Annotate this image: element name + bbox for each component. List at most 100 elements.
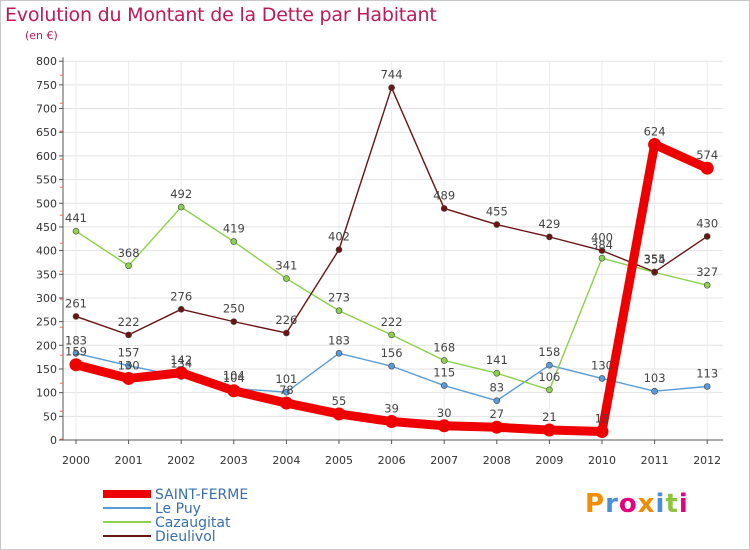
data-label-dieulivol: 430 bbox=[696, 216, 718, 230]
data-label-le-puy: 183 bbox=[65, 333, 87, 347]
x-tick-label: 2002 bbox=[167, 454, 195, 467]
data-point-saint-ferme bbox=[279, 396, 293, 410]
data-label-dieulivol: 261 bbox=[65, 296, 87, 310]
data-label-cazaugitat: 384 bbox=[591, 238, 613, 252]
data-point-dieulivol bbox=[598, 247, 606, 254]
data-point-cazaugitat bbox=[546, 386, 553, 394]
data-label-cazaugitat: 419 bbox=[223, 222, 245, 236]
data-label-dieulivol: 355 bbox=[644, 252, 666, 266]
y-tick-label: 200 bbox=[36, 339, 57, 352]
x-tick-label: 2011 bbox=[641, 454, 669, 467]
data-label-saint-ferme: 159 bbox=[65, 345, 87, 359]
data-point-le-puy bbox=[125, 362, 132, 369]
data-label-dieulivol: 226 bbox=[275, 313, 297, 327]
legend-label: Cazaugitat bbox=[155, 515, 231, 531]
data-label-cazaugitat: 327 bbox=[696, 265, 718, 279]
data-label-dieulivol: 744 bbox=[381, 68, 403, 82]
data-point-le-puy bbox=[283, 388, 290, 396]
data-point-le-puy bbox=[388, 362, 395, 370]
chart-title: Evolution du Montant de la Dette par Hab… bbox=[5, 4, 437, 26]
data-point-dieulivol bbox=[72, 313, 80, 320]
data-point-saint-ferme bbox=[122, 371, 136, 385]
data-point-cazaugitat bbox=[283, 275, 290, 282]
y-tick-label: 0 bbox=[50, 434, 57, 447]
data-label-le-puy: 83 bbox=[489, 381, 504, 395]
data-label-cazaugitat: 273 bbox=[328, 291, 350, 305]
y-tick-label: 350 bbox=[36, 268, 57, 281]
data-point-dieulivol bbox=[440, 205, 448, 212]
data-label-dieulivol: 400 bbox=[591, 231, 613, 245]
data-label-le-puy: 156 bbox=[381, 346, 403, 360]
y-tick-label: 300 bbox=[36, 292, 57, 305]
data-label-saint-ferme: 55 bbox=[332, 394, 347, 408]
y-tick-label: 400 bbox=[36, 245, 57, 258]
data-point-cazaugitat bbox=[703, 281, 711, 289]
x-tick-label: 2008 bbox=[483, 454, 511, 467]
x-tick-label: 2004 bbox=[272, 454, 300, 467]
data-point-saint-ferme bbox=[437, 419, 451, 433]
data-label-le-puy: 103 bbox=[644, 371, 666, 385]
legend-label: Dieulivol bbox=[155, 529, 216, 545]
data-point-cazaugitat bbox=[72, 227, 80, 235]
y-tick-label: 600 bbox=[36, 150, 57, 163]
data-label-le-puy: 113 bbox=[696, 366, 718, 380]
data-point-le-puy bbox=[440, 382, 448, 389]
data-point-dieulivol bbox=[335, 246, 343, 253]
x-tick-label: 2000 bbox=[62, 454, 90, 467]
data-label-saint-ferme: 30 bbox=[437, 406, 452, 420]
data-point-dieulivol bbox=[230, 318, 238, 325]
data-label-saint-ferme: 142 bbox=[170, 353, 192, 367]
data-point-dieulivol bbox=[703, 233, 711, 240]
x-tick-label: 2010 bbox=[588, 454, 616, 467]
logo-letter: t bbox=[665, 489, 679, 519]
data-label-saint-ferme: 574 bbox=[696, 148, 718, 162]
data-point-le-puy bbox=[598, 375, 606, 382]
data-point-saint-ferme bbox=[385, 415, 399, 429]
data-label-le-puy: 104 bbox=[223, 368, 245, 382]
data-label-cazaugitat: 341 bbox=[275, 259, 297, 273]
data-label-cazaugitat: 222 bbox=[381, 315, 403, 329]
data-label-cazaugitat: 441 bbox=[65, 211, 87, 225]
y-tick-label: 450 bbox=[36, 221, 57, 234]
data-label-le-puy: 157 bbox=[118, 346, 140, 360]
data-label-saint-ferme: 21 bbox=[542, 410, 557, 424]
data-label-dieulivol: 489 bbox=[433, 188, 455, 202]
data-point-saint-ferme bbox=[700, 161, 714, 175]
chart-subtitle: (en €) bbox=[25, 29, 58, 42]
data-point-dieulivol bbox=[651, 268, 658, 276]
data-point-le-puy bbox=[335, 350, 343, 357]
data-label-le-puy: 130 bbox=[591, 358, 613, 372]
logo-letter: r bbox=[605, 489, 619, 519]
y-tick-label: 550 bbox=[36, 174, 57, 187]
data-point-cazaugitat bbox=[388, 331, 395, 339]
legend-label: SAINT-FERME bbox=[155, 487, 248, 503]
data-point-saint-ferme bbox=[332, 407, 346, 421]
y-tick-label: 800 bbox=[36, 55, 57, 68]
data-point-le-puy bbox=[72, 350, 80, 357]
data-point-dieulivol bbox=[546, 233, 553, 241]
data-label-le-puy: 134 bbox=[170, 357, 192, 371]
logo-letter: P bbox=[585, 489, 606, 519]
x-tick-label: 2005 bbox=[325, 454, 353, 467]
y-tick-label: 250 bbox=[36, 316, 57, 329]
data-label-saint-ferme: 27 bbox=[489, 407, 504, 421]
x-tick-label: 2006 bbox=[378, 454, 406, 467]
x-tick-label: 2009 bbox=[535, 454, 563, 467]
data-label-cazaugitat: 492 bbox=[170, 187, 192, 201]
data-label-cazaugitat: 368 bbox=[118, 246, 140, 260]
data-label-dieulivol: 222 bbox=[118, 315, 140, 329]
data-point-saint-ferme bbox=[69, 358, 83, 372]
data-label-dieulivol: 455 bbox=[486, 205, 508, 219]
data-label-dieulivol: 250 bbox=[223, 302, 245, 316]
data-point-saint-ferme bbox=[227, 384, 241, 398]
data-point-cazaugitat bbox=[177, 203, 185, 211]
y-tick-label: 50 bbox=[43, 410, 57, 423]
data-label-dieulivol: 429 bbox=[538, 217, 560, 231]
data-point-cazaugitat bbox=[598, 254, 606, 262]
logo-letter: o bbox=[618, 489, 638, 519]
data-label-cazaugitat: 106 bbox=[538, 370, 560, 384]
x-tick-label: 2007 bbox=[430, 454, 458, 467]
data-label-dieulivol: 276 bbox=[170, 289, 192, 303]
data-point-cazaugitat bbox=[335, 307, 343, 315]
x-tick-label: 2003 bbox=[220, 454, 248, 467]
